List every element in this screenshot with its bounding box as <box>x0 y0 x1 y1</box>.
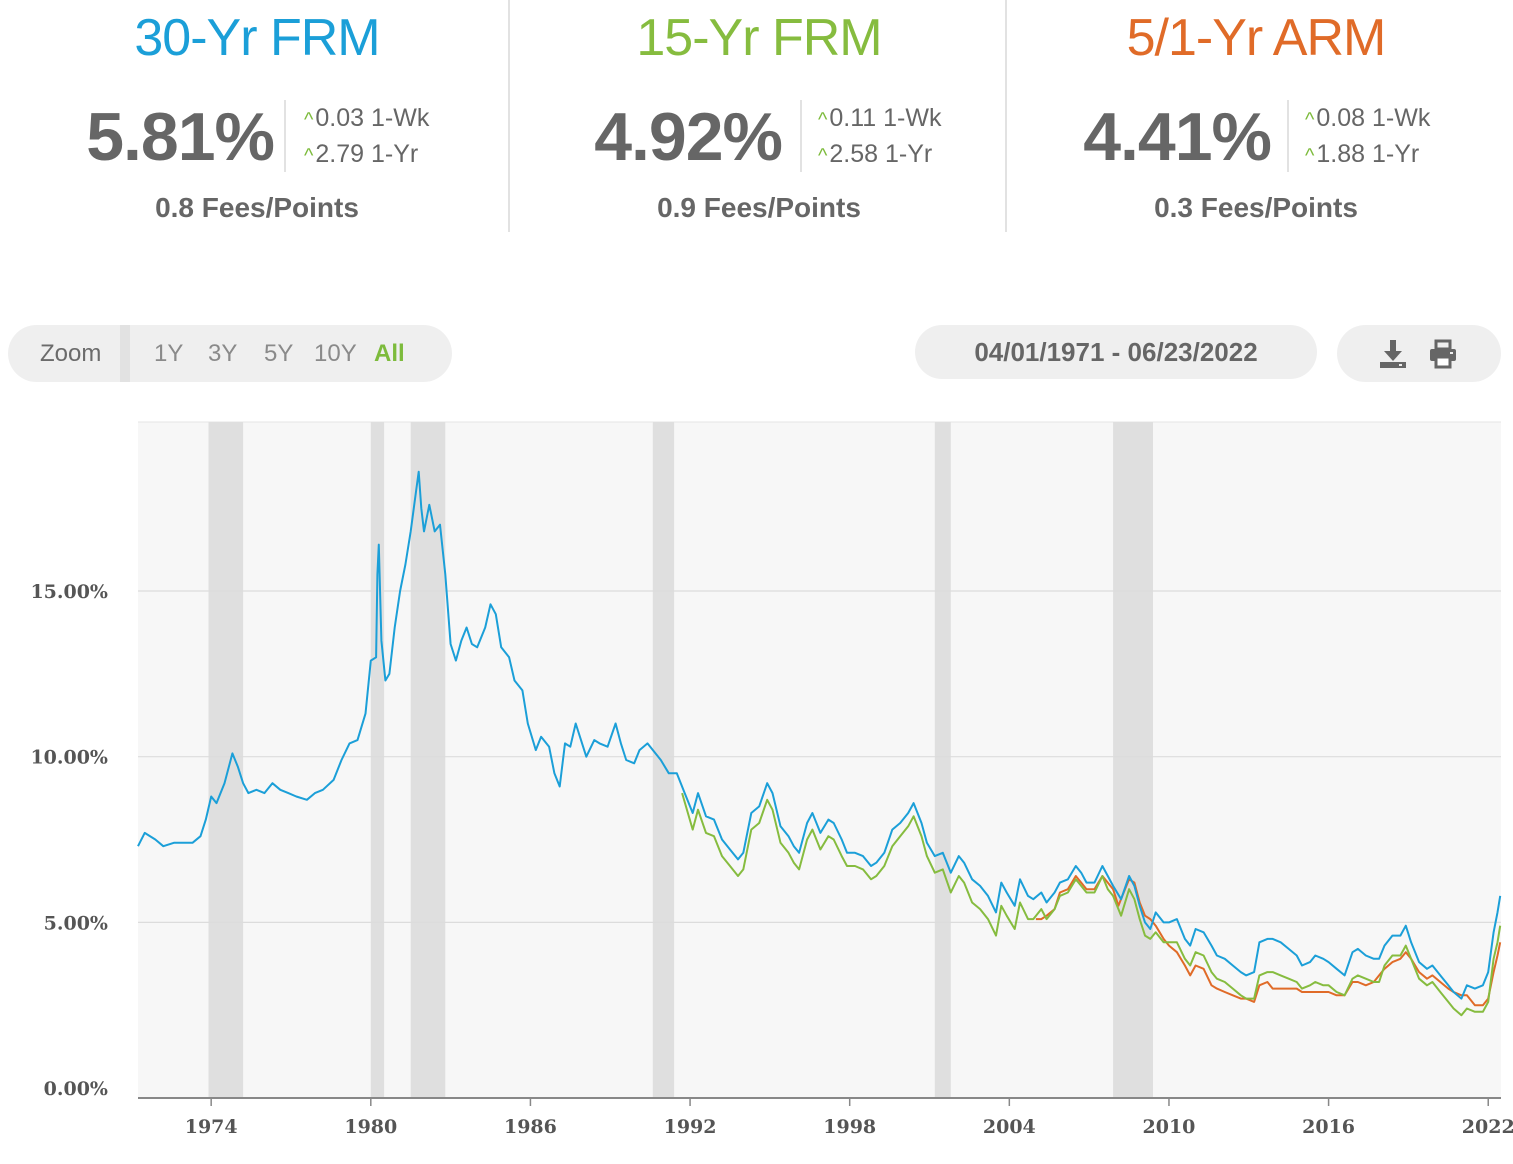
zoom-5y-button[interactable]: 5Y <box>264 340 294 367</box>
week-change: ^0.08 1-Wk <box>1305 104 1430 133</box>
recession-band <box>934 422 951 1098</box>
card-title: 5/1-Yr ARM <box>1126 9 1387 67</box>
series-line-30-yr-frm <box>137 470 1502 1000</box>
recession-band <box>370 422 385 1098</box>
x-tick-label: 1980 <box>344 1116 397 1138</box>
year-change-text: 2.79 1-Yr <box>315 140 419 168</box>
up-arrow-icon: ^ <box>304 109 314 131</box>
up-arrow-icon: ^ <box>818 109 828 131</box>
date-range[interactable]: 04/01/1971 - 06/23/2022 <box>915 325 1317 379</box>
rate-summary: 30-Yr FRM 5.81% ^0.03 1-Wk ^2.79 1-Yr 0.… <box>8 0 1508 240</box>
up-arrow-icon: ^ <box>1305 109 1315 131</box>
up-arrow-icon: ^ <box>304 145 314 167</box>
x-tick-label: 2004 <box>983 1116 1036 1138</box>
recession-band <box>652 422 675 1098</box>
week-change-text: 0.11 1-Wk <box>829 104 942 132</box>
plot-background <box>138 422 1501 1098</box>
year-change-text: 1.88 1-Yr <box>1316 140 1420 168</box>
y-tick-label: 10.00% <box>30 747 108 769</box>
zoom-divider <box>120 325 130 382</box>
up-arrow-icon: ^ <box>818 145 828 167</box>
x-tick-label: 1986 <box>504 1116 557 1138</box>
zoom-label: Zoom <box>40 340 102 367</box>
year-change-text: 2.58 1-Yr <box>829 140 933 168</box>
chart-tools <box>1337 325 1501 382</box>
fees-points: 0.3 Fees/Points <box>1154 192 1358 223</box>
card-15yr-frm: 15-Yr FRM 4.92% ^0.11 1-Wk ^2.58 1-Yr 0.… <box>508 0 1008 232</box>
series-line-5-1-yr-arm <box>1035 875 1502 1007</box>
up-arrow-icon: ^ <box>1305 145 1315 167</box>
card-separator <box>1287 100 1289 172</box>
x-tick-label: 1992 <box>664 1116 717 1138</box>
rate-value: 5.81% <box>86 99 275 175</box>
card-5-1yr-arm: 5/1-Yr ARM 4.41% ^0.08 1-Wk ^1.88 1-Yr 0… <box>1005 0 1505 232</box>
x-tick-label: 2016 <box>1302 1116 1355 1138</box>
recession-band <box>1113 422 1153 1098</box>
year-change: ^2.79 1-Yr <box>304 140 418 169</box>
card-title: 15-Yr FRM <box>636 9 882 67</box>
download-icon[interactable] <box>1377 338 1409 370</box>
x-tick-label: 1974 <box>185 1116 238 1138</box>
rate-history-chart: 0.00% 5.00% 10.00% 15.00% 1974 1980 1986 1992 19… <box>30 421 1513 1138</box>
x-tick-label: 1998 <box>823 1116 876 1138</box>
zoom-1y-button[interactable]: 1Y <box>154 340 184 367</box>
recession-band <box>208 422 244 1098</box>
zoom-3y-button[interactable]: 3Y <box>208 340 238 367</box>
y-tick-label: 15.00% <box>30 581 108 603</box>
week-change-text: 0.03 1-Wk <box>315 104 430 132</box>
x-tick-label: 2022 <box>1462 1116 1513 1138</box>
y-tick-label: 5.00% <box>44 912 108 934</box>
print-icon[interactable] <box>1427 338 1459 370</box>
card-30yr-frm: 30-Yr FRM 5.81% ^0.03 1-Wk ^2.79 1-Yr 0.… <box>8 0 506 240</box>
zoom-10y-button[interactable]: 10Y <box>314 340 357 367</box>
x-tick-label: 2010 <box>1143 1116 1196 1138</box>
card-separator <box>284 100 286 172</box>
rate-value: 4.41% <box>1083 99 1272 175</box>
week-change: ^0.03 1-Wk <box>304 104 429 133</box>
week-change-text: 0.08 1-Wk <box>1316 104 1431 132</box>
year-change: ^1.88 1-Yr <box>1305 140 1419 169</box>
series-line-15-yr-frm <box>681 792 1502 1017</box>
fees-points: 0.8 Fees/Points <box>155 192 359 223</box>
card-title: 30-Yr FRM <box>134 9 380 67</box>
year-change: ^2.58 1-Yr <box>818 140 932 169</box>
y-tick-label: 0.00% <box>44 1078 108 1100</box>
card-separator <box>800 100 802 172</box>
recession-band <box>410 422 446 1098</box>
rate-value: 4.92% <box>594 99 783 175</box>
week-change: ^0.11 1-Wk <box>818 104 941 133</box>
zoom-all-button[interactable]: All <box>374 340 405 367</box>
zoom-bar: Zoom 1Y 3Y 5Y 10Y All <box>8 325 452 382</box>
fees-points: 0.9 Fees/Points <box>657 192 861 223</box>
